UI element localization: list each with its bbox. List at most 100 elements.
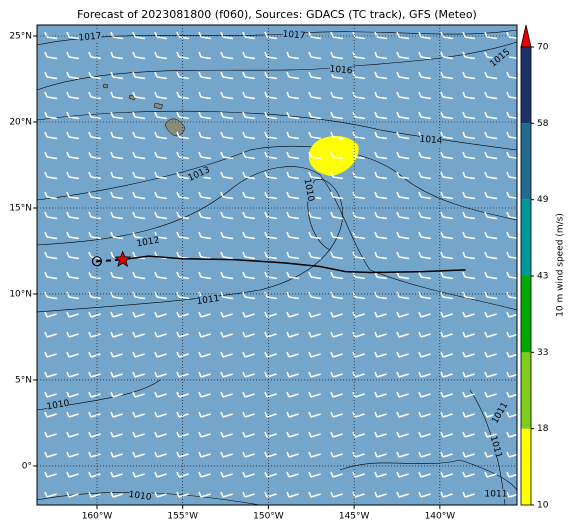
isobar-label-bg	[196, 293, 220, 307]
wind-barb	[154, 71, 168, 80]
isobar-label: 1010	[46, 399, 71, 413]
wind-barb	[440, 491, 453, 498]
wind-barb	[308, 431, 321, 438]
colorbar-extend	[520, 24, 532, 48]
wind-barb	[396, 111, 410, 120]
wind-barb	[44, 431, 57, 438]
wind-barb	[440, 291, 454, 300]
wind-barb	[440, 331, 453, 338]
colorbar-tick-label: 33	[537, 348, 548, 358]
wind-barb	[110, 211, 124, 220]
colorbar-segment	[521, 428, 531, 505]
wind-barb	[286, 251, 300, 260]
wind-barb	[176, 71, 190, 80]
islands	[102, 83, 186, 137]
wind-barb	[176, 131, 190, 140]
wind-barb	[286, 311, 299, 318]
wind-barb	[176, 111, 190, 120]
wind-barb	[132, 211, 146, 220]
wind-barb	[88, 231, 102, 240]
wind-barb	[352, 471, 365, 478]
wind-barb	[286, 411, 299, 418]
colorbar-tick-label: 49	[537, 195, 549, 205]
wind-barb	[88, 431, 101, 438]
wind-barb	[286, 331, 299, 338]
wind-barb	[66, 451, 79, 458]
colorbar-tick-label: 18	[537, 424, 549, 434]
wind-barb	[286, 451, 299, 458]
wind-barb	[484, 351, 497, 358]
wind-barb	[242, 51, 256, 60]
wind-barb	[352, 231, 366, 240]
wind-barb	[110, 471, 123, 478]
wind-barb	[396, 151, 410, 160]
wind-barb	[44, 451, 57, 458]
wind-barb	[330, 151, 344, 160]
wind-barb	[286, 211, 300, 220]
wind-barb	[374, 131, 388, 140]
wind-barb	[176, 431, 189, 438]
wind-barb	[242, 391, 255, 398]
wind-barb	[44, 231, 58, 240]
wind-barb	[352, 491, 365, 498]
wind-barb	[44, 311, 57, 318]
wind-barb	[198, 431, 211, 438]
wind-barb	[462, 331, 475, 338]
wind-barb	[44, 491, 57, 498]
wind-barb	[132, 371, 145, 378]
wind-barb	[308, 451, 321, 458]
wind-barb	[462, 311, 475, 318]
isobar-label-bg	[46, 398, 70, 412]
isobar-label: 1011	[485, 490, 508, 500]
wind-barb	[418, 331, 431, 338]
wind-barb	[110, 151, 124, 160]
isobar-label: 1011	[196, 294, 220, 307]
wind-barb	[264, 331, 277, 338]
wind-barb	[440, 71, 454, 80]
wind-barb	[264, 471, 277, 478]
wind-barb	[44, 471, 57, 478]
wind-barb	[176, 291, 190, 300]
wind-barb	[220, 251, 234, 260]
wind-barb	[308, 151, 322, 160]
wind-barb	[88, 151, 102, 160]
wind-barb	[462, 71, 476, 80]
wind-barb	[154, 391, 167, 398]
wind-barb	[44, 131, 58, 140]
wind-barb	[66, 471, 79, 478]
isobar-label-bg	[186, 164, 212, 184]
wind-barb	[352, 411, 365, 418]
wind-barb	[44, 111, 58, 120]
wind-barb	[396, 31, 410, 40]
wind-barb	[220, 151, 234, 160]
wind-barb	[198, 451, 211, 458]
wind-barb	[330, 391, 343, 398]
wind-barb	[220, 431, 233, 438]
wind-barb	[242, 231, 256, 240]
wind-barb	[66, 291, 80, 300]
y-tick-label: 0°	[22, 461, 32, 471]
wind-barb	[484, 71, 498, 80]
wind-barb	[330, 291, 344, 300]
wind-barb	[132, 411, 145, 418]
y-tick-label: 20°N	[9, 117, 32, 127]
wind-barb	[44, 211, 58, 220]
wind-barb	[154, 151, 168, 160]
wind-barb	[264, 131, 278, 140]
wind-barb	[440, 451, 453, 458]
wind-barb	[418, 431, 431, 438]
wind-barb	[330, 371, 343, 378]
wind-barb	[66, 111, 80, 120]
wind-barb	[242, 291, 256, 300]
wind-barb	[484, 391, 497, 398]
wind-barb	[242, 91, 256, 100]
wind-barb	[88, 331, 101, 338]
colorbar-tick-label: 43	[537, 272, 548, 282]
wind-barb	[154, 451, 167, 458]
wind-barb	[484, 151, 498, 160]
wind-barb	[66, 331, 79, 338]
wind-barb	[44, 371, 57, 378]
wind-barb	[154, 91, 168, 100]
wind-barb	[330, 51, 344, 60]
wind-barb	[374, 211, 388, 220]
